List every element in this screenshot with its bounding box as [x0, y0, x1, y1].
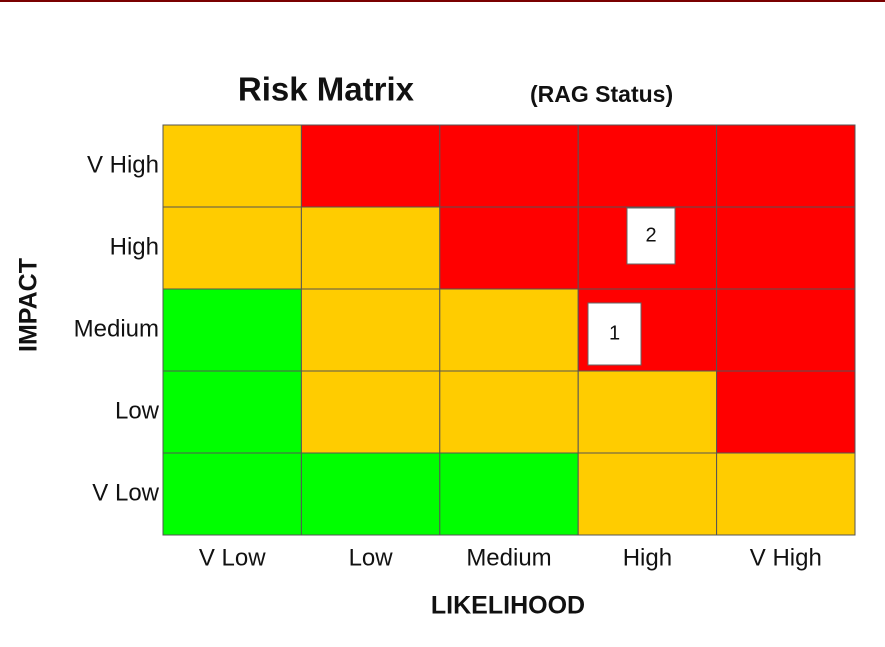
- matrix-cell: [439, 452, 579, 536]
- matrix-cell: [439, 370, 579, 454]
- matrix-cell: [716, 124, 856, 208]
- matrix-cell: [162, 206, 302, 290]
- matrix-cell: [716, 288, 856, 372]
- risk-marker: [626, 207, 676, 265]
- risk-marker-label: 2: [645, 224, 656, 246]
- subtitle: (RAG Status): [530, 81, 673, 107]
- matrix-cell: [300, 206, 441, 290]
- matrix-cell: [300, 452, 441, 536]
- y-axis-label: IMPACT: [15, 258, 43, 352]
- matrix-cell: [577, 124, 718, 208]
- matrix-cell: [577, 370, 718, 454]
- matrix-cell: [439, 124, 579, 208]
- matrix-cell: [162, 124, 302, 208]
- title: Risk Matrix: [238, 71, 415, 108]
- row-label: Medium: [74, 315, 159, 342]
- column-label: V High: [750, 544, 822, 571]
- matrix-cell: [162, 370, 302, 454]
- matrix-cell: [439, 288, 579, 372]
- row-label: V High: [87, 151, 159, 178]
- matrix-cell: [716, 206, 856, 290]
- matrix-cell: [300, 370, 441, 454]
- matrix-cell: [300, 288, 441, 372]
- risk-marker-label: 1: [609, 322, 620, 344]
- column-label: Medium: [466, 544, 551, 571]
- risk-marker: [587, 302, 642, 366]
- row-label: Low: [115, 397, 160, 424]
- row-label: High: [110, 233, 159, 260]
- matrix-cell: [162, 288, 302, 372]
- matrix-cell: [439, 206, 579, 290]
- matrix-cell: [162, 452, 302, 536]
- x-axis-label: LIKELIHOOD: [431, 592, 585, 620]
- matrix-cell: [716, 452, 856, 536]
- column-label: High: [623, 544, 672, 571]
- row-label: V Low: [92, 479, 159, 506]
- matrix-cell: [577, 452, 718, 536]
- matrix-cell: [716, 370, 856, 454]
- column-label: Low: [349, 544, 394, 571]
- column-label: V Low: [199, 544, 266, 571]
- top-rule: [0, 0, 885, 2]
- matrix-cell: [300, 124, 441, 208]
